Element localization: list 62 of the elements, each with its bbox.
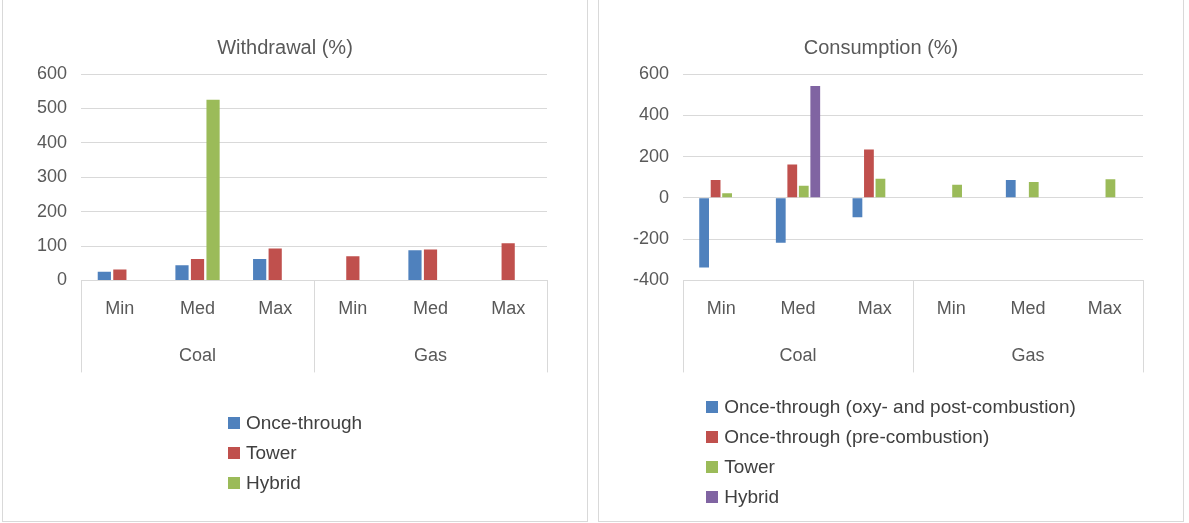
bar [408,250,422,280]
chart-title: Withdrawal (%) [217,35,353,58]
y-tick-label: 200 [638,145,670,166]
bar [1105,179,1116,198]
bar [710,180,721,198]
bar [810,85,821,198]
y-tick-label: 100 [36,234,68,255]
x-tick-label: Min [936,298,966,319]
bar [864,149,874,198]
bar [423,249,438,280]
text: Gas [1011,345,1045,366]
x-tick-label: Med [1010,298,1046,319]
x-tick-label: Med [780,298,816,319]
bar [346,256,360,280]
y-tick-label: 0 [57,269,68,290]
y-tick-label: -200 [633,228,670,249]
bar [113,269,127,280]
y-tick-label: 300 [36,166,68,187]
legend-label: Once-through (oxy- and post-combustion) [723,395,1076,419]
bar [852,198,863,218]
x-tick-label: Min [105,298,135,319]
bar [97,271,111,280]
bar [787,164,798,198]
legend-label: Tower [244,441,298,465]
bar [775,198,786,243]
x-tick-label: Med [180,298,216,319]
y-tick-label: 0 [659,186,670,207]
y-tick-label: 200 [36,200,68,221]
x-tick-label: Max [857,298,892,319]
bar [206,99,220,280]
x-tick-label: Max [491,298,526,319]
text: Coal [779,345,817,366]
y-tick-label: 400 [638,104,670,125]
legend-label: Once-through (pre-combustion) [723,425,991,449]
y-tick-label: 600 [638,62,670,83]
y-tick-label: 400 [36,131,68,152]
bar [798,185,809,198]
bar [952,184,962,198]
text: Gas [414,345,448,366]
y-tick-label: 600 [36,62,68,83]
bar [253,259,267,280]
x-tick-label: Med [413,298,449,319]
x-tick-label: Max [1087,298,1122,319]
bar [722,193,732,198]
legend-label: Tower [723,455,776,479]
x-tick-label: Min [706,298,736,319]
legend-label: Hybrid [723,485,781,509]
x-tick-label: Max [258,298,293,319]
text: Coal [179,345,217,366]
bar [175,265,189,280]
bar [268,248,282,280]
bar [501,243,515,280]
bar [1028,181,1039,198]
bar [1005,180,1016,198]
legend-label: Hybrid [244,471,302,495]
y-tick-label: 500 [36,97,68,118]
bar [190,259,205,280]
y-tick-label: -400 [633,269,670,290]
chart-title: Consumption (%) [803,35,959,58]
bar [699,198,709,268]
legend-label: Once-through [244,411,363,435]
x-tick-label: Min [338,298,368,319]
